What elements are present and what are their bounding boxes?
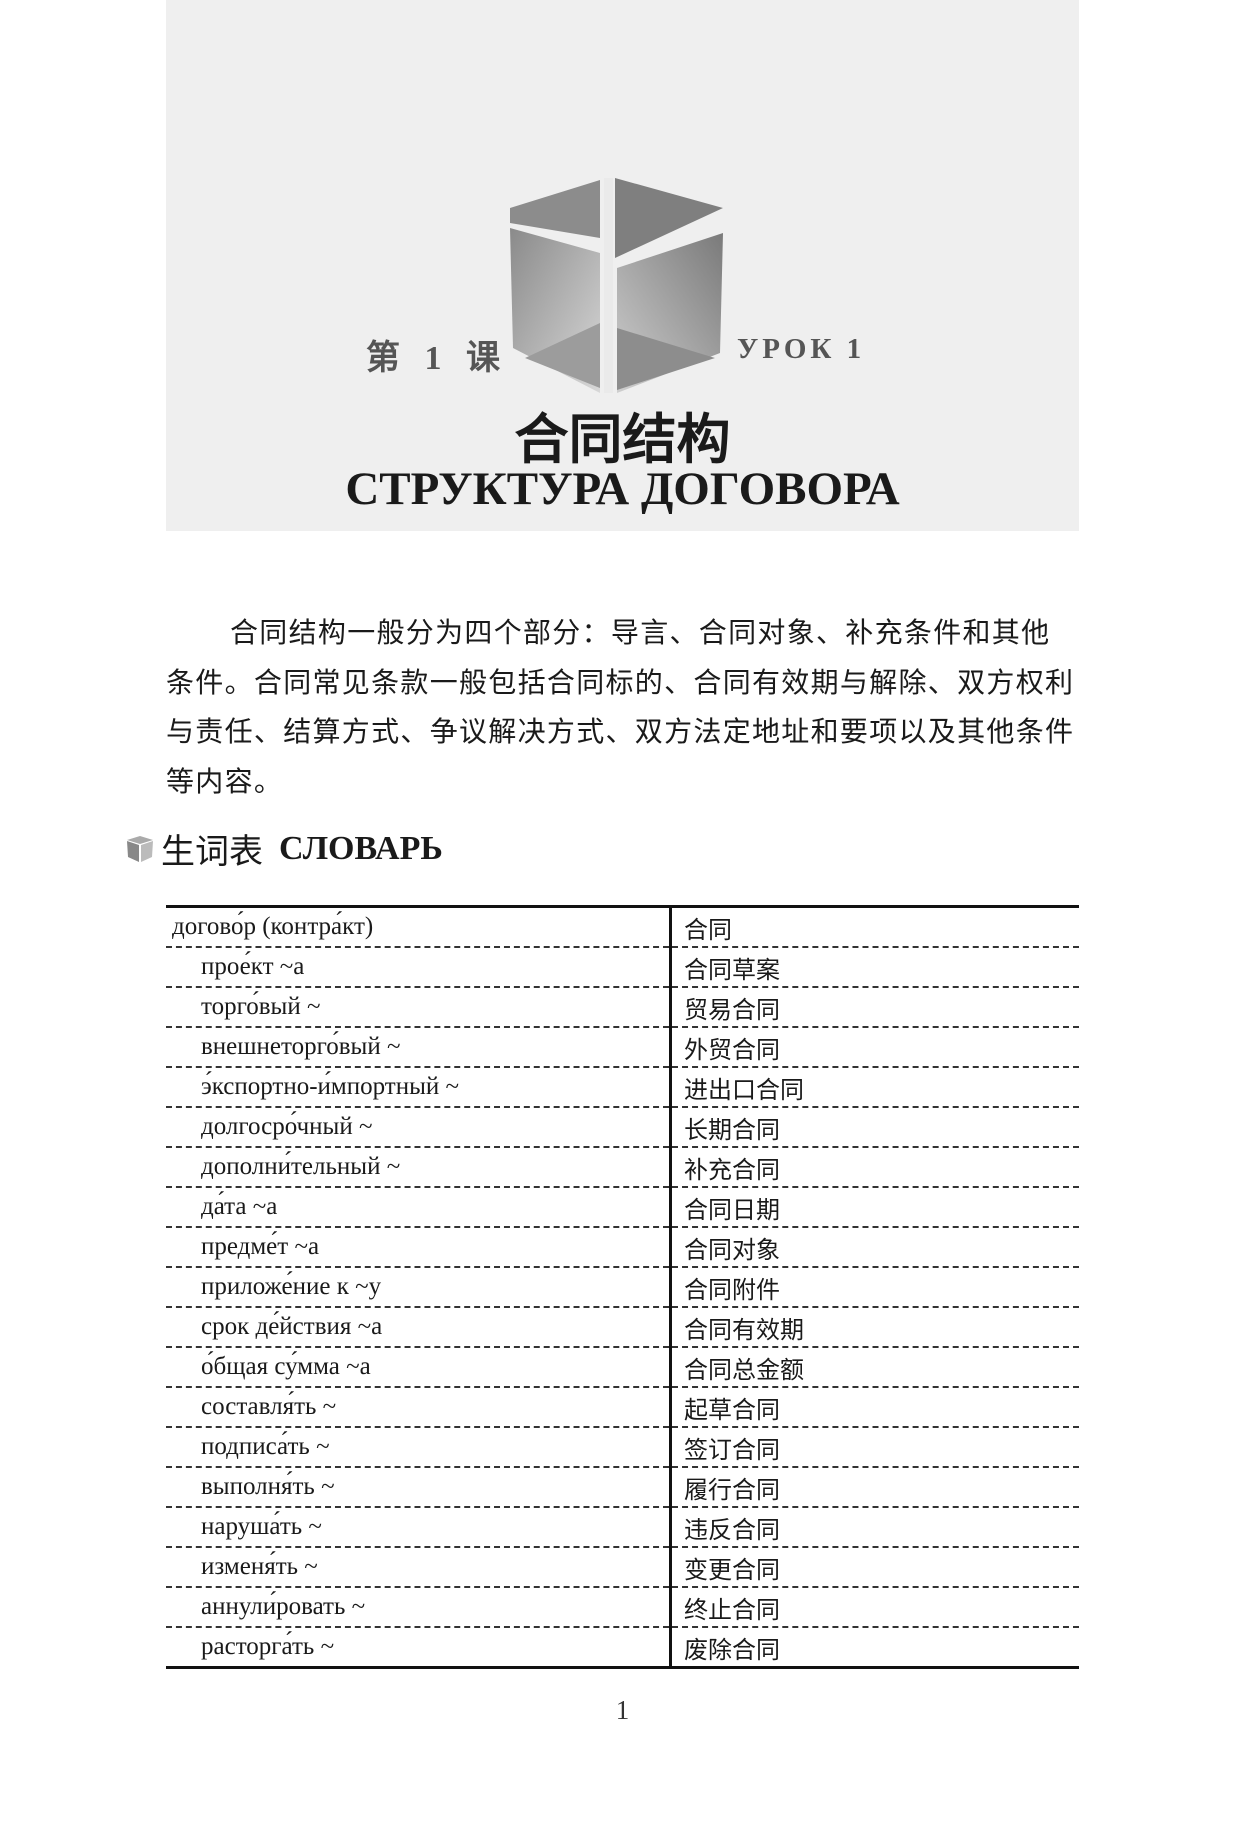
chinese-translation: 补充合同	[670, 1147, 1079, 1188]
russian-term: приложе́ние к ~у	[166, 1267, 672, 1308]
chinese-translation: 合同附件	[670, 1267, 1079, 1308]
table-row: аннули́ровать ~ 终止合同	[166, 1587, 1079, 1628]
table-row: выполня́ть ~ 履行合同	[166, 1467, 1079, 1508]
russian-term: догово́р (контра́кт)	[166, 906, 672, 948]
table-row: срок де́йствия ~а 合同有效期	[166, 1307, 1079, 1348]
vocabulary-heading-cn: 生词表	[161, 832, 263, 872]
chinese-translation: 外贸合同	[670, 1027, 1079, 1068]
lesson-title-cn: 合同结构	[514, 408, 731, 471]
cube-icon	[510, 178, 723, 393]
lesson-title-ru: СТРУКТУРА ДОГОВОРА	[345, 463, 900, 515]
page-number: 1	[615, 1695, 630, 1725]
chinese-translation: 合同有效期	[670, 1307, 1079, 1348]
russian-term: предме́т ~а	[166, 1227, 672, 1268]
table-row: внешнеторго́вый ~ 外贸合同	[166, 1027, 1079, 1068]
table-row: подписа́ть ~ 签订合同	[166, 1427, 1079, 1468]
vocabulary-heading-ru: СЛОВАРЬ	[279, 829, 443, 867]
table-row: наруша́ть ~ 违反合同	[166, 1507, 1079, 1548]
russian-term: срок де́йствия ~а	[166, 1307, 672, 1348]
russian-term: изменя́ть ~	[166, 1547, 672, 1588]
chinese-translation: 合同草案	[670, 947, 1079, 988]
table-row: э́кспортно-и́мпортный ~ 进出口合同	[166, 1067, 1079, 1108]
vocabulary-table: догово́р (контра́кт) 合同 прое́кт ~а 合同草案 торг…	[166, 905, 1079, 1669]
chinese-translation: 履行合同	[670, 1467, 1079, 1508]
chinese-translation: 合同	[670, 906, 1079, 948]
russian-term: прое́кт ~а	[166, 947, 672, 988]
table-row: составля́ть ~ 起草合同	[166, 1387, 1079, 1428]
russian-term: аннули́ровать ~	[166, 1587, 672, 1628]
table-row: изменя́ть ~ 变更合同	[166, 1547, 1079, 1588]
table-row: о́бщая су́мма ~а 合同总金额	[166, 1347, 1079, 1388]
lesson-banner	[166, 0, 1079, 531]
chinese-translation: 进出口合同	[670, 1067, 1079, 1108]
russian-term: составля́ть ~	[166, 1387, 672, 1428]
table-row: прое́кт ~а 合同草案	[166, 947, 1079, 988]
table-row: догово́р (контра́кт) 合同	[166, 906, 1079, 948]
chinese-translation: 合同日期	[670, 1187, 1079, 1228]
chinese-translation: 违反合同	[670, 1507, 1079, 1548]
chinese-translation: 废除合同	[684, 1635, 780, 1664]
lesson-number-ru: УРОК 1	[737, 333, 866, 365]
table-row: да́та ~а 合同日期	[166, 1187, 1079, 1228]
russian-term: о́бщая су́мма ~а	[166, 1347, 672, 1388]
chinese-translation: 合同总金额	[670, 1347, 1079, 1388]
chinese-translation: 变更合同	[670, 1547, 1079, 1588]
russian-term: долгосро́чный ~	[166, 1107, 672, 1148]
russian-term: дополни́тельный ~	[166, 1147, 672, 1188]
russian-term: внешнеторго́вый ~	[166, 1027, 672, 1068]
russian-term: расторга́ть ~	[166, 1627, 672, 1668]
russian-term: наруша́ть ~	[166, 1507, 672, 1548]
russian-term: подписа́ть ~	[166, 1427, 672, 1468]
chinese-translation: 起草合同	[670, 1387, 1079, 1428]
russian-term: да́та ~а	[166, 1187, 672, 1228]
cube-icon	[127, 835, 153, 862]
table-row: приложе́ние к ~у 合同附件	[166, 1267, 1079, 1308]
chinese-translation: 合同对象	[670, 1227, 1079, 1268]
vocabulary-heading: 生词表 СЛОВАРЬ	[125, 824, 443, 873]
table-row: торго́вый ~ 贸易合同	[166, 987, 1079, 1028]
chinese-translation: 贸易合同	[670, 987, 1079, 1028]
table-row: расторга́ть ~ 废除合同	[166, 1627, 1079, 1668]
table-row: предме́т ~а 合同对象	[166, 1227, 1079, 1268]
intro-paragraph: 合同结构一般分为四个部分：导言、合同对象、补充条件和其他条件。合同常见条款一般包…	[166, 616, 1075, 798]
russian-term: выполня́ть ~	[166, 1467, 672, 1508]
chinese-translation: 终止合同	[670, 1587, 1079, 1628]
table-row: долгосро́чный ~ 长期合同	[166, 1107, 1079, 1148]
lesson-number-cn: 第 1 课	[366, 340, 508, 377]
russian-term: торго́вый ~	[166, 987, 672, 1028]
table-row: дополни́тельный ~ 补充合同	[166, 1147, 1079, 1188]
chinese-translation: 签订合同	[670, 1427, 1079, 1468]
chinese-translation: 长期合同	[670, 1107, 1079, 1148]
russian-term: э́кспортно-и́мпортный ~	[166, 1067, 672, 1108]
